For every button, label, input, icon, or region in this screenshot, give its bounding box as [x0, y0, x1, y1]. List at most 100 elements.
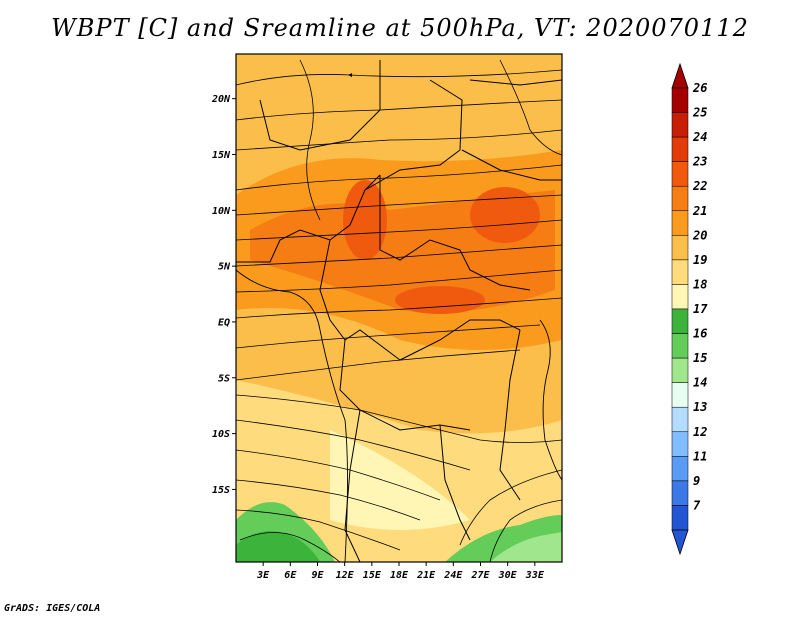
streamline	[236, 349, 521, 381]
lon-tick-label: 12E	[336, 570, 355, 581]
lat-tick-label: 5N	[218, 262, 231, 273]
border-line	[259, 60, 381, 151]
border-line	[469, 79, 562, 86]
streamline	[459, 469, 562, 546]
colorbar-label: 19	[693, 253, 707, 267]
colorbar-label: 17	[693, 302, 708, 316]
wbpt-core-west	[343, 180, 387, 260]
border-line	[461, 149, 562, 181]
colorbar-bottom-arrow	[671, 529, 689, 556]
wbpt-core-south	[395, 286, 485, 314]
streamline	[499, 59, 562, 156]
colorbar-swatch	[671, 284, 689, 310]
colorbar-top-arrow	[671, 62, 689, 89]
longitude-axis: 3E 6E 9E 12E 15E 18E 21E 24E 27E 30E 33E	[256, 562, 545, 581]
border-line	[379, 175, 531, 291]
colorbar-label: 12	[693, 425, 707, 439]
grads-credit: GrADS: IGES/COLA	[4, 603, 101, 614]
border-line	[339, 339, 471, 431]
lat-tick-label: EQ	[218, 317, 230, 328]
lat-tick-label: 15N	[212, 150, 231, 161]
colorbar-swatch	[671, 406, 689, 433]
colorbar-swatch	[671, 210, 689, 236]
wbpt-north-region	[236, 54, 562, 180]
colorbar-label: 26	[692, 81, 707, 95]
colorbar-swatch	[671, 185, 689, 212]
colorbar-swatch	[671, 505, 689, 531]
lon-tick-label: 21E	[416, 570, 436, 581]
streamline	[236, 297, 562, 319]
colorbar-swatch	[671, 136, 689, 162]
colorbar-swatch	[671, 333, 689, 359]
lon-tick-label: 24E	[443, 570, 463, 581]
colorbar-swatch	[671, 456, 689, 482]
lat-tick-label: 15S	[212, 485, 230, 496]
streamline	[236, 324, 541, 349]
wbpt-green-southwest-inner	[236, 531, 320, 562]
country-borders	[236, 60, 562, 562]
border-line	[499, 329, 521, 501]
colorbar-swatch	[671, 161, 689, 187]
colorbar-label: 15	[693, 351, 707, 365]
colorbar-swatch	[671, 431, 689, 457]
colorbar-label: 23	[692, 155, 707, 169]
colorbar-swatch	[671, 357, 689, 383]
lat-tick-label: 10S	[212, 429, 230, 440]
colorbar-label: 24	[692, 130, 707, 144]
lon-tick-label: 27E	[470, 570, 490, 581]
border-line	[399, 319, 521, 361]
colorbar-label: 18	[693, 277, 707, 291]
streamline	[236, 269, 562, 293]
colorbar-label: 13	[693, 400, 707, 414]
colorbar-swatch	[671, 235, 689, 261]
coastline	[539, 319, 562, 481]
wbpt-south-band-18	[330, 430, 470, 530]
border-line	[439, 424, 471, 541]
colorbar-label: 14	[693, 376, 707, 390]
streamline	[299, 59, 321, 221]
border-line	[364, 79, 463, 191]
colorbar-swatch	[671, 259, 689, 285]
colorbar-swatch	[671, 308, 689, 334]
colorbar-swatch	[671, 480, 689, 506]
colorbar-label: 25	[692, 106, 707, 120]
colorbar-label: 16	[693, 327, 707, 341]
colorbar-label: 7	[693, 498, 701, 512]
latitude-axis: 20N 15N 10N 5N EQ 5S 10S 15S	[211, 94, 236, 496]
border-line	[236, 174, 381, 263]
wbpt-green-southeast-inner	[490, 532, 562, 562]
colorbar-swatch	[671, 382, 689, 408]
lat-tick-label: 5S	[218, 373, 230, 384]
lon-tick-label: 6E	[284, 570, 297, 581]
streamline	[239, 532, 341, 562]
streamline	[236, 394, 562, 443]
streamline	[236, 194, 562, 216]
lon-tick-label: 30E	[498, 570, 518, 581]
colorbar-label: 11	[693, 449, 707, 463]
streamline	[236, 479, 421, 521]
chart-title: WBPT [C] and Sreamline at 500hPa, VT: 20…	[51, 14, 749, 42]
colorbar-label: 20	[692, 228, 707, 242]
colorbar-swatch	[671, 112, 689, 138]
streamline	[489, 499, 562, 562]
coastline	[236, 269, 348, 562]
lon-tick-label: 3E	[256, 570, 270, 581]
colorbar: 26 25 24 23 22 21 20 19 18 17 16 15 14 13 12 11 9 7	[671, 62, 708, 556]
colorbar-swatch	[671, 87, 689, 113]
streamline	[236, 419, 471, 471]
lat-tick-label: 10N	[212, 206, 231, 217]
streamline	[236, 69, 562, 86]
wbpt-core-east	[470, 187, 540, 243]
lat-tick-label: 20N	[211, 94, 231, 105]
streamline	[236, 164, 562, 191]
streamline	[236, 129, 562, 151]
lon-tick-label: 9E	[311, 570, 324, 581]
streamlines	[236, 59, 562, 562]
streamline	[236, 509, 401, 551]
streamline	[236, 244, 562, 267]
colorbar-label: 21	[692, 204, 707, 218]
lon-tick-label: 33E	[525, 570, 545, 581]
wbpt-field	[236, 54, 562, 562]
colorbar-label: 22	[692, 179, 707, 193]
